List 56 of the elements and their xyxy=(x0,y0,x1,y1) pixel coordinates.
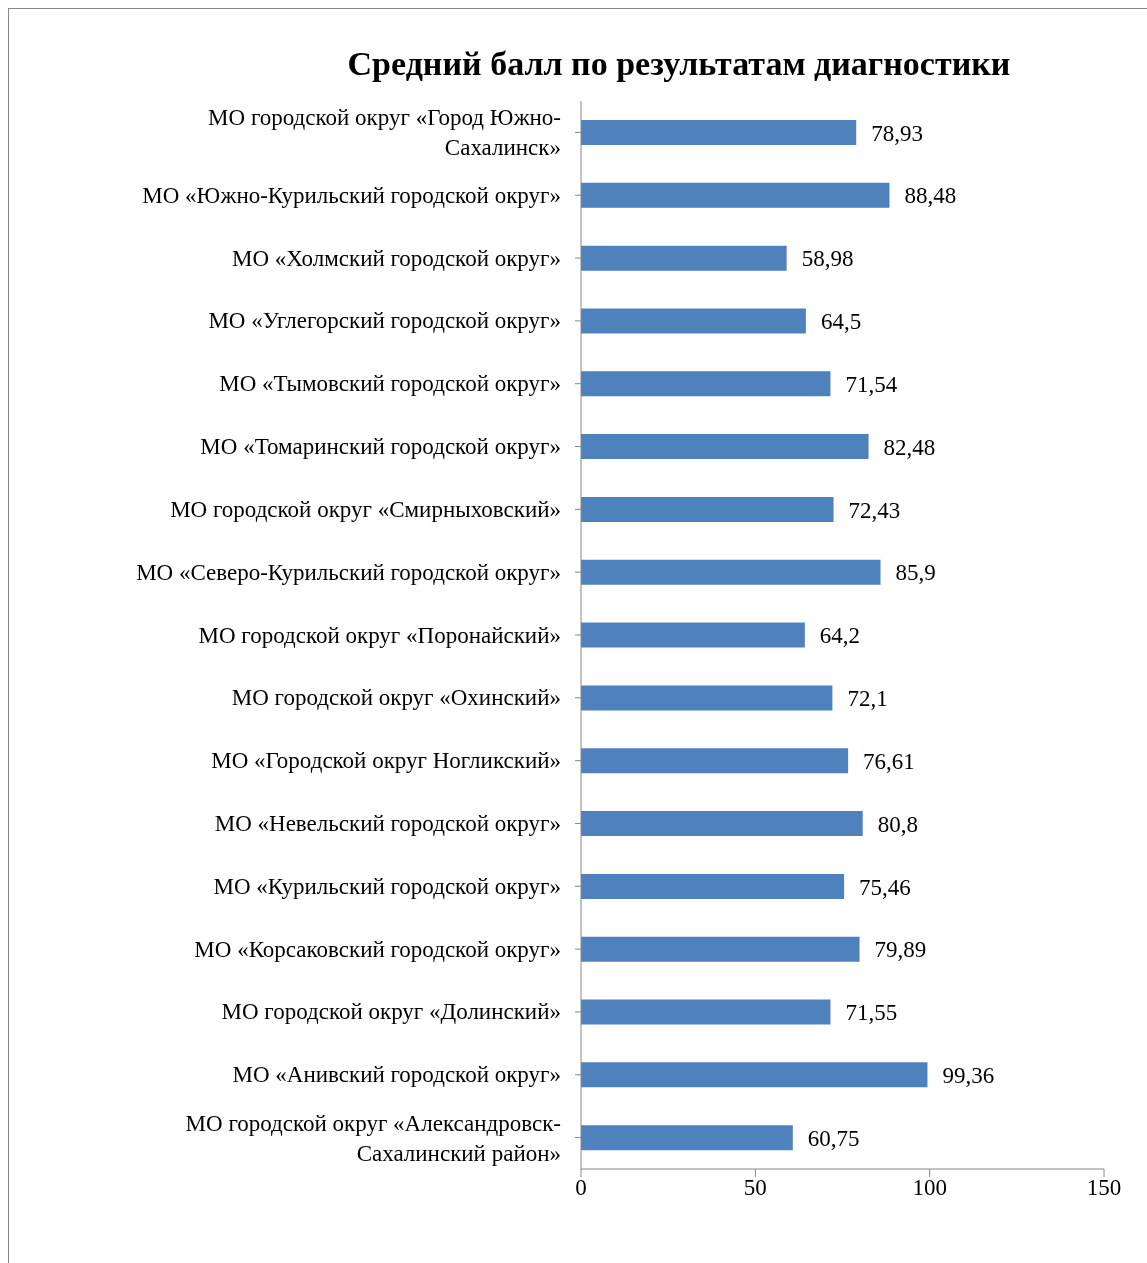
y-tick-label: МО «Холмский городской округ» xyxy=(232,245,561,271)
bar xyxy=(581,120,857,145)
bar xyxy=(581,936,860,962)
bar xyxy=(581,1062,928,1088)
bar xyxy=(581,559,881,585)
y-tick-label: МО «Томаринский городской округ» xyxy=(200,434,561,460)
y-tick-label: МО «Невельский городской округ» xyxy=(214,810,561,836)
bar xyxy=(581,434,869,460)
y-tick-label: МО «Анивский городской округ» xyxy=(232,1062,561,1088)
bar xyxy=(581,182,890,208)
y-tick-label: МО городской округ «Александровск-Сахалинский район» xyxy=(185,1110,561,1166)
y-tick-label: МО «Городской округ Ногликский» xyxy=(211,748,561,774)
x-tick-label: 50 xyxy=(743,1175,767,1201)
y-tick-label: МО «Корсаковский городской округ» xyxy=(194,936,561,962)
bar xyxy=(581,873,845,899)
x-tick-label: 0 xyxy=(575,1175,587,1201)
data-label: 71,54 xyxy=(845,371,898,397)
y-tick-label: МО городской округ «Поронайский» xyxy=(198,622,561,648)
y-tick-label: МО «Углегорский городской округ» xyxy=(208,308,561,334)
bar xyxy=(581,496,834,522)
data-label: 79,89 xyxy=(874,937,927,963)
data-label: 64,5 xyxy=(820,309,862,335)
bar xyxy=(581,999,831,1025)
data-label: 99,36 xyxy=(942,1063,995,1089)
data-label: 78,93 xyxy=(871,120,923,146)
chart-title: Средний балл по результатам диагностики xyxy=(346,45,1012,83)
bar xyxy=(581,308,806,334)
y-tick-label: МО «Курильский городской округ» xyxy=(213,873,561,899)
y-tick-label: МО городской округ «Смирныховский» xyxy=(170,496,561,522)
data-label: 72,1 xyxy=(847,686,888,712)
data-label: 72,43 xyxy=(848,497,901,523)
bar xyxy=(581,622,805,648)
data-label: 58,98 xyxy=(801,246,854,272)
bar xyxy=(581,748,849,774)
bar xyxy=(581,811,863,837)
data-label: 76,61 xyxy=(863,748,915,774)
y-tick-label: МО городской округ «Город Южно-Сахалинск» xyxy=(208,104,561,160)
y-tick-label: МО «Северо-Курильский городской округ» xyxy=(136,559,561,585)
bar xyxy=(581,685,833,711)
bar xyxy=(581,245,787,271)
x-tick-label: 150 xyxy=(1086,1175,1122,1201)
data-label: 75,46 xyxy=(859,874,911,900)
y-tick-label: МО «Южно-Курильский городской округ» xyxy=(142,182,561,208)
y-tick-label: МО городской округ «Охинский» xyxy=(231,685,561,711)
data-label: 85,9 xyxy=(895,560,936,586)
data-label: 88,48 xyxy=(904,183,957,209)
data-label: 64,2 xyxy=(819,623,861,649)
y-tick-label: МО «Тымовский городской округ» xyxy=(219,371,561,397)
data-label: 71,55 xyxy=(845,1000,898,1026)
data-label: 82,48 xyxy=(883,434,936,460)
bar xyxy=(581,1125,793,1151)
data-label: 60,75 xyxy=(807,1125,860,1151)
y-tick-label: МО городской округ «Долинский» xyxy=(221,999,561,1025)
bar xyxy=(581,371,831,397)
data-label: 80,8 xyxy=(877,811,918,837)
x-tick-label: 100 xyxy=(912,1175,947,1201)
